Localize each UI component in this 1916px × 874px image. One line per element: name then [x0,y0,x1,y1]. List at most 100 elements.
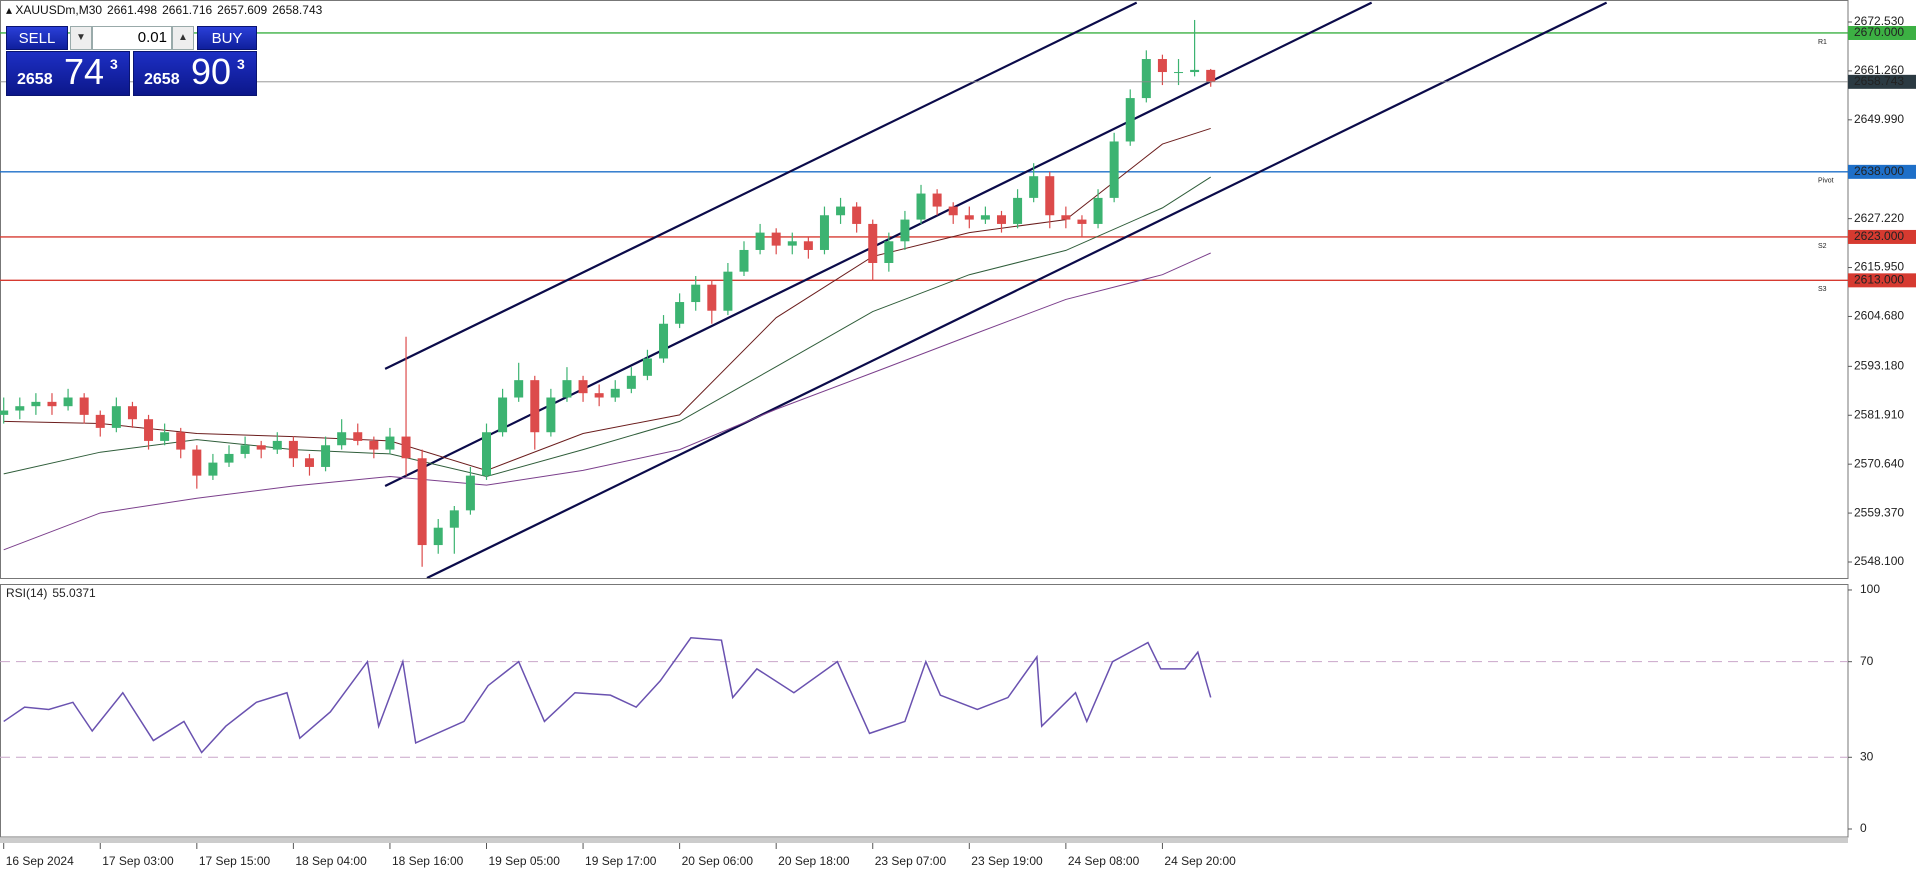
y-tick-label: 2627.220 [1854,211,1904,225]
candle-body [514,380,524,398]
rsi-title: RSI(14) [6,586,47,600]
candle-body [1093,197,1103,224]
close: 2658.743 [272,3,323,17]
candle-body [900,219,910,242]
ask-pips: 90 [191,51,232,92]
candle-body [224,453,234,463]
candle-body [1141,59,1151,99]
x-tick-label: 20 Sep 18:00 [778,854,850,868]
moving-average [3,176,1211,478]
lot-down[interactable]: ▼ [70,26,92,50]
candle-body [31,401,41,407]
candle-body [626,375,636,389]
candle-body [337,432,347,446]
candle-body [369,440,379,450]
candle-body [79,397,89,415]
candle-body [852,206,862,224]
rsi-line [3,636,1212,754]
x-tick-label: 24 Sep 08:00 [1068,854,1140,868]
candle-body [530,380,540,433]
candle-body [63,397,73,407]
lot-up[interactable]: ▲ [172,26,194,50]
candle-body [787,241,797,246]
candle-body [192,449,202,476]
level-label-box [1848,25,1916,40]
y-tick-label: 2672.530 [1854,14,1904,28]
candle-body [996,215,1006,224]
candle-body [868,223,878,263]
candle-body [916,193,926,220]
current-price-box [1848,74,1916,89]
candle-body [642,358,652,376]
rsi-tick-label: 70 [1860,654,1874,668]
candle-body [1109,141,1119,198]
price-plot: R1 Pivot S2 S3 [0,1,1848,578]
candle-body [208,462,218,476]
bid-point: 3 [110,56,118,72]
candle-body [1190,69,1200,73]
x-tick-label: 18 Sep 16:00 [392,854,464,868]
channel-line [426,1,1608,578]
candle-body [160,432,170,441]
sell-button[interactable]: SELL [6,26,68,50]
lot-field[interactable]: 0.01 [92,26,172,50]
candle-body [482,432,492,476]
x-tick-label: 16 Sep 2024 [6,854,74,868]
open: 2661.498 [107,3,158,17]
candle-body [610,388,620,398]
candle-body [95,414,105,428]
symbol: XAUUSDm,M30 [15,3,103,17]
x-tick-label: 18 Sep 04:00 [295,854,367,868]
x-tick-label: 23 Sep 07:00 [875,854,947,868]
candle-body [1013,197,1023,224]
candle-body [1206,69,1216,82]
buy-button[interactable]: BUY [197,26,257,50]
x-tick-label: 20 Sep 06:00 [682,854,754,868]
y-tick-label: 2661.260 [1854,63,1904,77]
level-tag: S2 [1818,243,1827,250]
bid-pips: 74 [64,51,105,92]
candle-body [15,406,25,411]
bid-price[interactable]: 2658 74 3 [6,51,130,96]
candle-body [127,406,137,420]
candle-body [417,458,427,546]
x-tick-label: 24 Sep 20:00 [1164,854,1236,868]
candle-body [803,241,813,250]
x-tick-label: 23 Sep 19:00 [971,854,1043,868]
candle-body [288,440,298,459]
moving-average [3,252,1211,551]
rsi-frame [0,584,1849,838]
candle-body [465,475,475,511]
candle-body [47,401,57,407]
ask-price[interactable]: 2658 90 3 [133,51,257,96]
x-tick-label: 19 Sep 17:00 [585,854,657,868]
candle-body [884,241,894,263]
candle-body [819,215,829,250]
low: 2657.609 [217,3,268,17]
candle-body [304,458,314,467]
candle-body [449,510,459,528]
y-tick-label: 2615.950 [1854,260,1904,274]
x-tick-label: 19 Sep 05:00 [489,854,561,868]
candle-body [594,393,604,398]
rsi-tick-label: 100 [1860,582,1880,596]
candle-body [272,440,282,450]
rsi-tick-label: 0 [1860,821,1867,835]
candle-body [675,302,685,324]
level-label: 2613.000 [1854,273,1904,287]
rsi-tick-label: 30 [1860,749,1874,763]
axes: 2672.530 2661.260 2649.990 2627.220 2615.950… [3,14,1916,868]
candle-body [836,206,846,216]
level-label: 2638.000 [1854,164,1904,178]
level-label: 2623.000 [1854,229,1904,243]
bottom-strip [0,838,1848,843]
ask-point: 3 [237,56,245,72]
y-tick-label: 2548.100 [1854,554,1904,568]
candle-body [240,445,250,454]
level-tag: Pivot [1818,178,1834,185]
candle-body [691,284,701,303]
candle-body [1125,98,1135,142]
level-label-box [1848,273,1916,288]
